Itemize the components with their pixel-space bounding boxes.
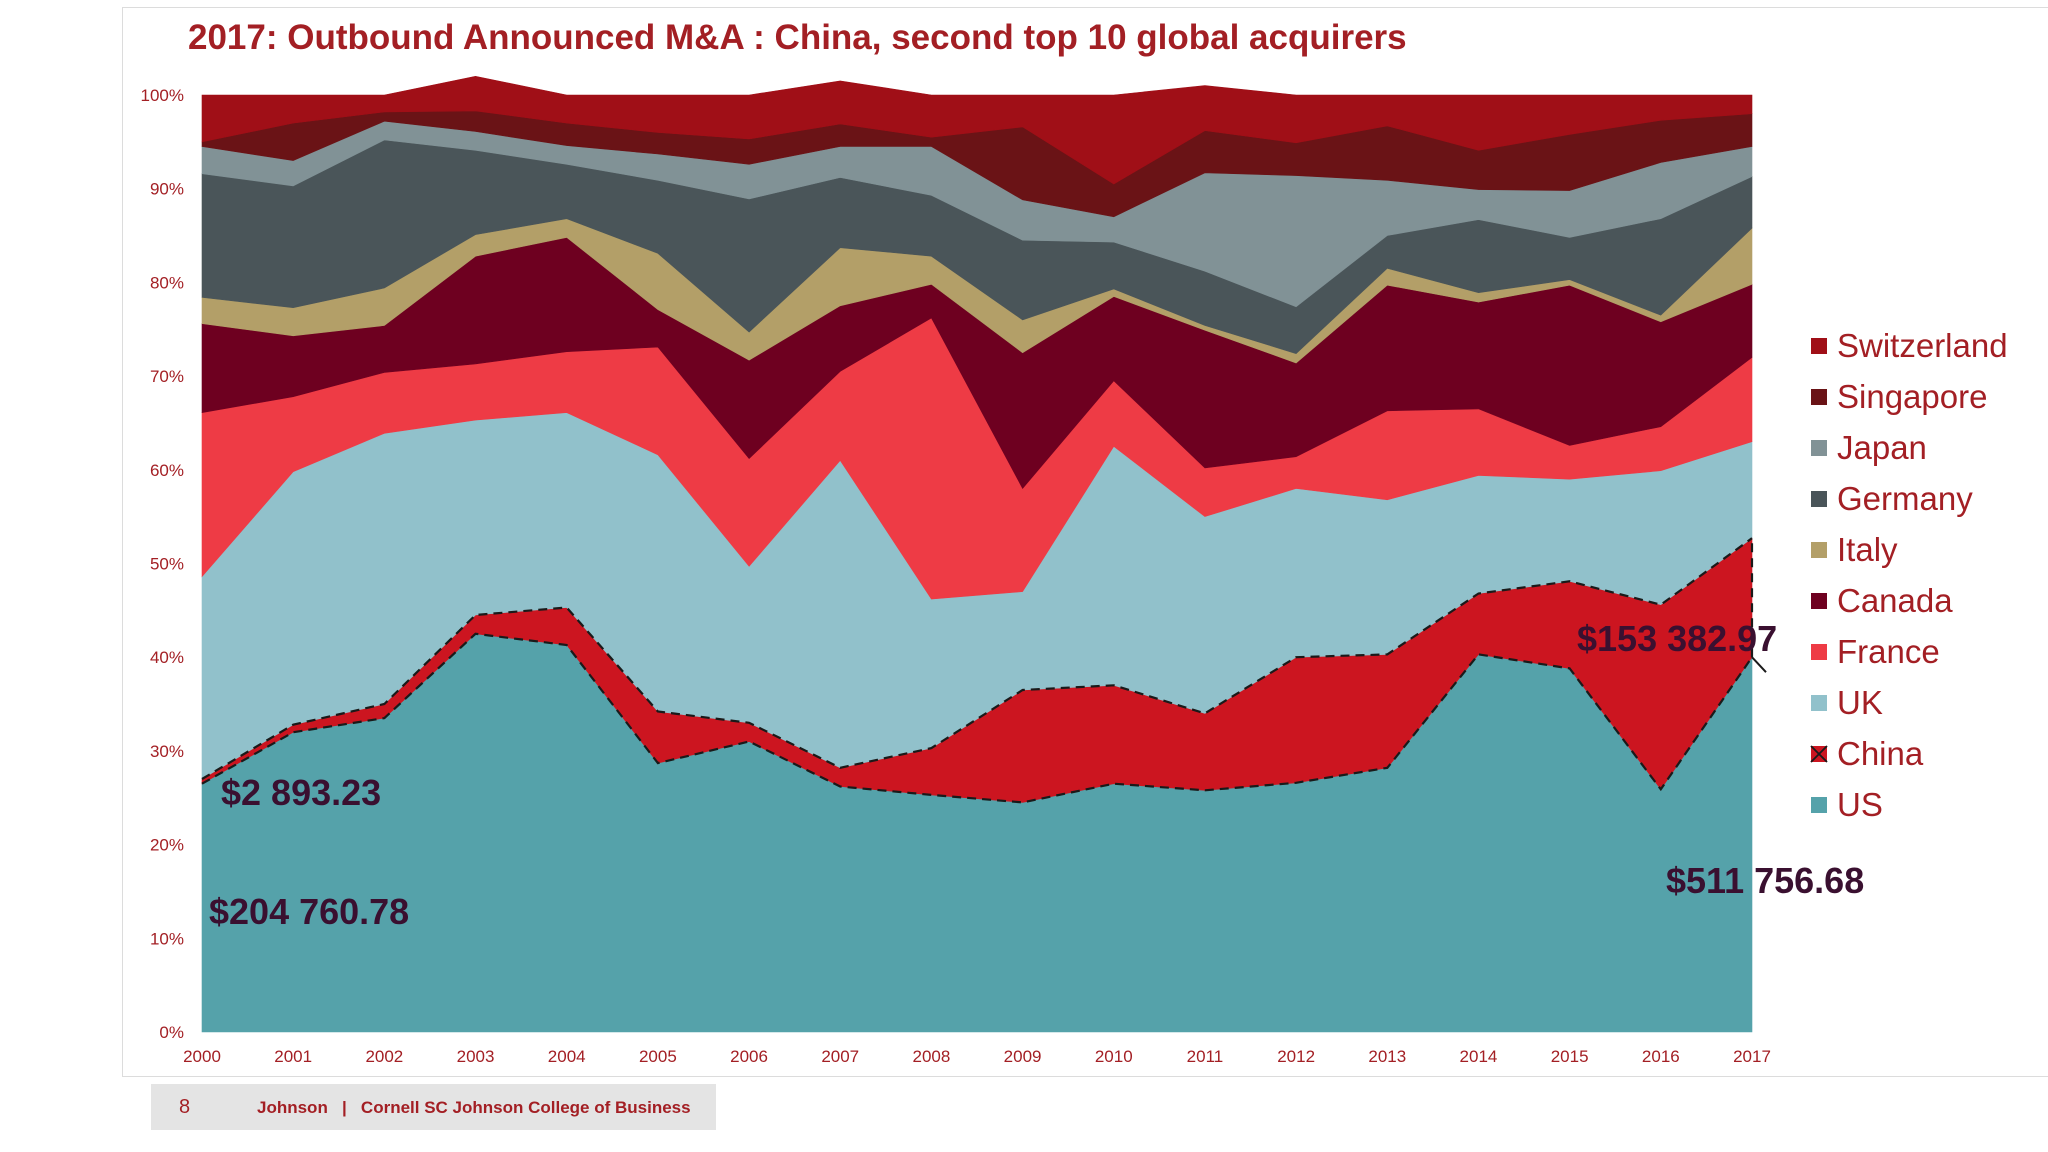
- y-tick-label: 80%: [150, 273, 184, 292]
- slide-frame: 2017: Outbound Announced M&A : China, se…: [122, 7, 2048, 1077]
- x-tick-label: 2012: [1277, 1047, 1315, 1066]
- x-tick-label: 2015: [1551, 1047, 1589, 1066]
- area-switzerland: [201, 75, 1753, 185]
- legend-label-singapore: Singapore: [1837, 378, 1987, 415]
- y-tick-label: 20%: [150, 836, 184, 855]
- x-tick-label: 2005: [639, 1047, 677, 1066]
- legend-label-china: China: [1837, 735, 1924, 772]
- page-number: 8: [179, 1096, 191, 1118]
- y-tick-label: 100%: [141, 86, 184, 105]
- china-leader-tick: [1751, 656, 1767, 673]
- china-outline: [201, 537, 1767, 804]
- value-annotations: $2 893.23 $204 760.78 $153 382.97 $511 756.…: [209, 618, 1864, 932]
- legend-swatch-singapore: [1811, 389, 1827, 405]
- china-lower-dashed-line: [201, 632, 1753, 804]
- legend-item-italy: Italy: [1811, 531, 1898, 568]
- annotation-label: $511 756.68: [1666, 860, 1864, 901]
- y-tick-label: 0%: [159, 1023, 184, 1042]
- x-tick-label: 2006: [730, 1047, 768, 1066]
- footer-text: Johnson | Cornell SC Johnson College of …: [257, 1098, 691, 1117]
- legend-item-singapore: Singapore: [1811, 378, 1987, 415]
- legend: Switzerland Singapore Japan Germany Italy Can…: [1810, 327, 2008, 823]
- x-tick-label: 2016: [1642, 1047, 1680, 1066]
- legend-label-france: France: [1837, 633, 1940, 670]
- legend-swatch-uk: [1811, 695, 1827, 711]
- legend-label-canada: Canada: [1837, 582, 1953, 619]
- legend-swatch-france: [1811, 644, 1827, 660]
- legend-item-uk: UK: [1811, 684, 1883, 721]
- legend-item-canada: Canada: [1811, 582, 1953, 619]
- x-tick-label: 2009: [1004, 1047, 1042, 1066]
- y-tick-label: 90%: [150, 180, 184, 199]
- annotation-label: $204 760.78: [209, 891, 409, 932]
- x-tick-label: 2017: [1733, 1047, 1771, 1066]
- y-tick-label: 30%: [150, 742, 184, 761]
- china-upper-dashed-line: [201, 537, 1753, 780]
- x-tick-label: 2007: [821, 1047, 859, 1066]
- y-tick-label: 50%: [150, 555, 184, 574]
- stacked-area-chart: 2017: Outbound Announced M&A : China, se…: [141, 18, 2008, 1066]
- x-tick-label: 2003: [457, 1047, 495, 1066]
- x-tick-label: 2002: [365, 1047, 403, 1066]
- x-tick-label: 2014: [1460, 1047, 1498, 1066]
- annotation-label: $153 382.97: [1577, 618, 1777, 659]
- annotation-label: $2 893.23: [221, 772, 381, 813]
- legend-item-switzerland: Switzerland: [1811, 327, 2008, 364]
- y-tick-label: 10%: [150, 929, 184, 948]
- legend-label-us: US: [1837, 786, 1883, 823]
- area-layers: [201, 75, 1753, 1033]
- legend-swatch-us: [1811, 797, 1827, 813]
- legend-swatch-dash-mark: [1810, 745, 1828, 763]
- y-tick-label: 40%: [150, 648, 184, 667]
- legend-swatch-germany: [1811, 491, 1827, 507]
- legend-item-us: US: [1811, 786, 1883, 823]
- x-tick-label: 2010: [1095, 1047, 1133, 1066]
- legend-label-switzerland: Switzerland: [1837, 327, 2008, 364]
- x-tick-label: 2001: [274, 1047, 312, 1066]
- legend-swatch-italy: [1811, 542, 1827, 558]
- x-tick-label: 2011: [1187, 1047, 1224, 1066]
- legend-item-japan: Japan: [1811, 429, 1927, 466]
- x-tick-label: 2000: [183, 1047, 221, 1066]
- legend-swatch-canada: [1811, 593, 1827, 609]
- x-tick-label: 2004: [548, 1047, 586, 1066]
- y-tick-label: 70%: [150, 367, 184, 386]
- legend-label-uk: UK: [1837, 684, 1883, 721]
- x-tick-label: 2008: [912, 1047, 950, 1066]
- legend-swatch-switzerland: [1811, 338, 1827, 354]
- footer-bar: 8 Johnson | Cornell SC Johnson College o…: [151, 1084, 716, 1130]
- legend-label-italy: Italy: [1837, 531, 1898, 568]
- legend-swatch-japan: [1811, 440, 1827, 456]
- legend-label-japan: Japan: [1837, 429, 1927, 466]
- y-axis: 0% 10% 20% 30% 40% 50% 60% 70% 80% 90% 100%: [141, 86, 184, 1042]
- legend-item-germany: Germany: [1811, 480, 1973, 517]
- legend-item-france: France: [1811, 633, 1940, 670]
- x-tick-label: 2013: [1368, 1047, 1406, 1066]
- chart-title: 2017: Outbound Announced M&A : China, se…: [188, 18, 1407, 57]
- legend-label-germany: Germany: [1837, 480, 1973, 517]
- legend-item-china: China: [1810, 735, 1924, 772]
- x-axis: 2000 2001 2002 2003 2004 2005 2006 2007 2008 2009…: [183, 1047, 1771, 1066]
- y-tick-label: 60%: [150, 461, 184, 480]
